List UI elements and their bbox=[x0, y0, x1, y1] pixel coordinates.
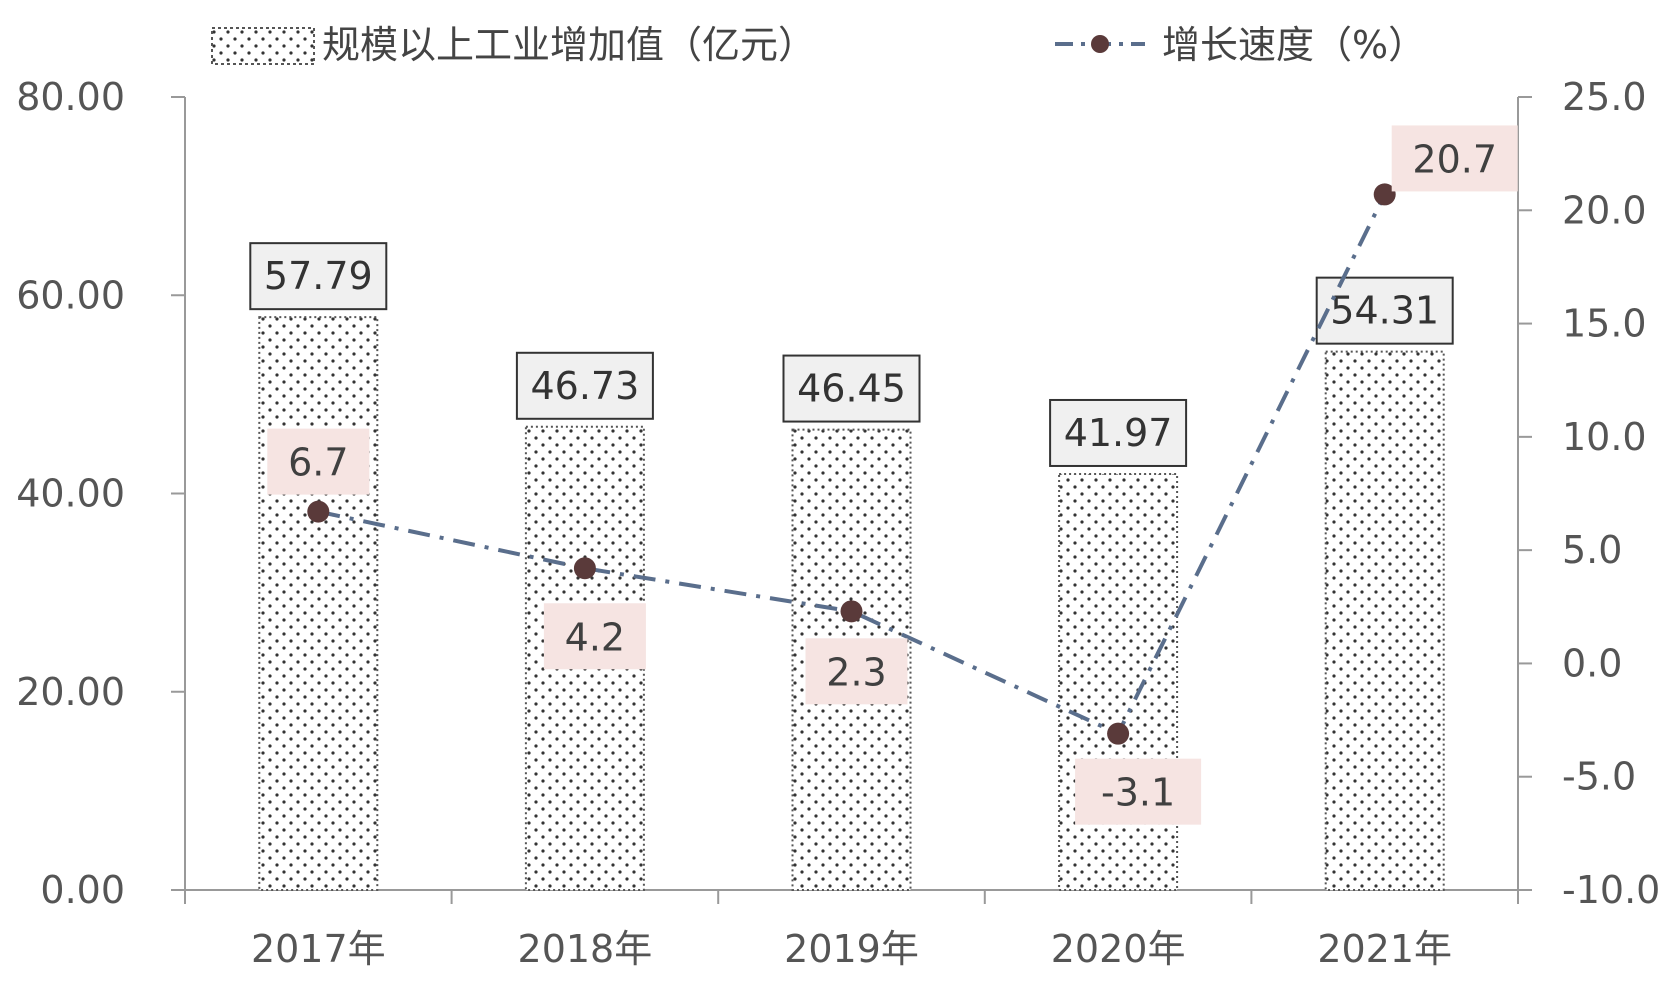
x-tick-label: 2019年 bbox=[784, 927, 919, 971]
line-label-box bbox=[805, 638, 908, 705]
left-tick-label: 40.00 bbox=[16, 472, 125, 516]
x-tick-label: 2018年 bbox=[518, 927, 653, 971]
line-label: 4.2 bbox=[565, 615, 625, 659]
right-tick-label: 10.0 bbox=[1562, 415, 1647, 459]
growth-point bbox=[307, 500, 330, 523]
right-tick-label: 25.0 bbox=[1562, 75, 1647, 119]
bar bbox=[258, 316, 379, 891]
bar-label-box bbox=[1049, 398, 1188, 467]
bar-label-box bbox=[515, 351, 654, 420]
legend: 规模以上工业增加值（亿元） 增长速度（%） bbox=[211, 23, 1426, 67]
right-tick-label: 15.0 bbox=[1562, 302, 1647, 346]
x-tick-label: 2020年 bbox=[1051, 927, 1186, 971]
growth-point bbox=[840, 600, 863, 623]
bar-data-labels: 57.79 46.73 46.45 41.97 54.31 bbox=[249, 242, 1454, 467]
right-tick-label: -10.0 bbox=[1562, 868, 1660, 912]
bar-label-box bbox=[1315, 276, 1454, 345]
legend-marker-line bbox=[1091, 35, 1109, 53]
line-label: 20.7 bbox=[1412, 137, 1497, 181]
x-tick-label: 2021年 bbox=[1317, 927, 1452, 971]
line-label: 2.3 bbox=[826, 650, 886, 694]
bar bbox=[1058, 472, 1179, 891]
right-axis-ticks: -10.0 -5.0 0.0 5.0 10.0 15.0 20.0 25.0 bbox=[1518, 75, 1660, 912]
x-axis-ticks: 2017年 2018年 2019年 2020年 2021年 bbox=[184, 890, 1519, 971]
growth-point bbox=[573, 557, 596, 580]
growth-point bbox=[1107, 722, 1130, 745]
line-data-labels: 6.7 4.2 2.3 -3.1 20.7 bbox=[267, 125, 1518, 825]
bar-label-box bbox=[782, 354, 921, 423]
bar bbox=[1324, 350, 1445, 892]
bar-label: 54.31 bbox=[1330, 289, 1439, 333]
left-tick-label: 80.00 bbox=[16, 75, 125, 119]
bar-label: 46.45 bbox=[797, 367, 906, 411]
bar-label: 46.73 bbox=[531, 364, 640, 408]
right-tick-label: 0.0 bbox=[1562, 641, 1622, 685]
legend-item-bars: 规模以上工业增加值（亿元） bbox=[211, 23, 816, 67]
left-tick-label: 20.00 bbox=[16, 670, 125, 714]
line-label-box bbox=[1391, 125, 1518, 192]
bar-label-box bbox=[249, 242, 388, 311]
x-tick-label: 2017年 bbox=[251, 927, 386, 971]
line-series bbox=[307, 183, 1396, 745]
left-tick-label: 60.00 bbox=[16, 273, 125, 317]
legend-item-line: 增长速度（%） bbox=[1055, 23, 1426, 67]
right-tick-label: 5.0 bbox=[1562, 528, 1622, 572]
line-label-box bbox=[543, 603, 646, 670]
right-tick-label: 20.0 bbox=[1562, 188, 1647, 232]
line-label-box bbox=[1075, 758, 1202, 825]
bar-label: 41.97 bbox=[1064, 411, 1173, 455]
left-axis-ticks: 0.00 20.00 40.00 60.00 80.00 bbox=[16, 75, 185, 912]
line-label-box bbox=[267, 428, 370, 495]
line-label: 6.7 bbox=[288, 441, 348, 485]
bar-label: 57.79 bbox=[264, 254, 373, 298]
growth-point bbox=[1373, 183, 1396, 206]
legend-label-line: 增长速度（%） bbox=[1162, 23, 1426, 67]
left-tick-label: 0.00 bbox=[40, 868, 125, 912]
legend-swatch-bars bbox=[211, 27, 315, 65]
right-tick-label: -5.0 bbox=[1562, 755, 1636, 799]
line-label: -3.1 bbox=[1101, 771, 1175, 815]
legend-label-bars: 规模以上工业增加值（亿元） bbox=[322, 23, 816, 67]
